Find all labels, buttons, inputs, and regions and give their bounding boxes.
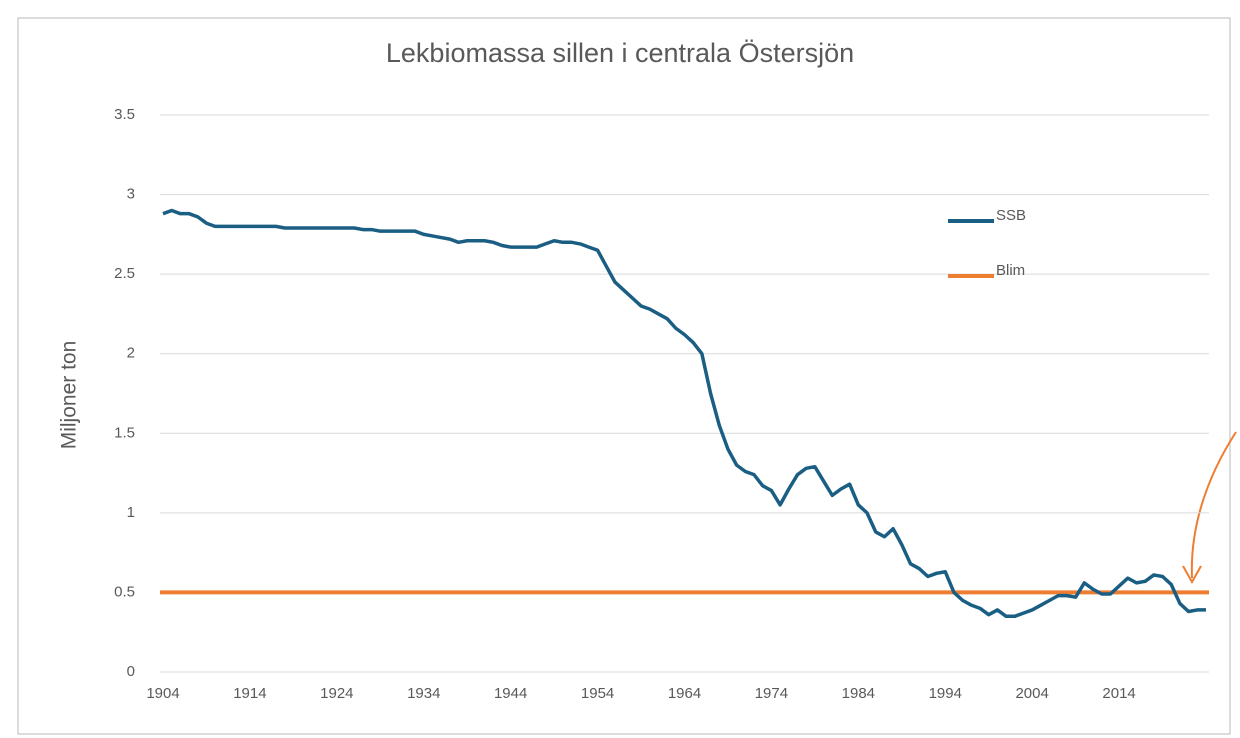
annotation-arrow: [1190, 431, 1237, 579]
y-tick-label: 0: [127, 663, 135, 680]
x-tick-label: 1944: [494, 685, 527, 702]
y-tick-label: 2: [127, 345, 135, 362]
x-tick-label: 1954: [581, 685, 614, 702]
y-tick-label: 1.5: [114, 424, 135, 441]
x-tick-label: 1924: [320, 685, 353, 702]
y-tick-label: 2.5: [114, 265, 135, 282]
data-line: [162, 208, 1206, 619]
y-tick-label: 1: [127, 504, 135, 521]
y-tick-label: 3: [127, 186, 135, 203]
legend-label: SSB: [996, 207, 1026, 224]
y-tick-label: 3.5: [114, 106, 135, 123]
x-tick-label: 1964: [668, 685, 701, 702]
annotation-arrowhead: [1182, 565, 1202, 585]
y-axis-label: Miljoner ton: [58, 341, 81, 450]
x-tick-label: 1904: [146, 685, 179, 702]
x-tick-label: 1994: [929, 685, 962, 702]
y-tick-label: 0.5: [114, 583, 135, 600]
x-tick-label: 1974: [755, 685, 788, 702]
legend-label: Blim: [996, 262, 1025, 279]
x-tick-label: 1984: [842, 685, 875, 702]
chart-frame: [17, 17, 1231, 735]
x-tick-label: 2004: [1015, 685, 1048, 702]
x-tick-label: 1914: [233, 685, 266, 702]
x-tick-label: 2014: [1102, 685, 1135, 702]
chart-title: Lekbiomassa sillen i centrala Östersjön: [386, 38, 854, 68]
x-tick-label: 1934: [407, 685, 440, 702]
